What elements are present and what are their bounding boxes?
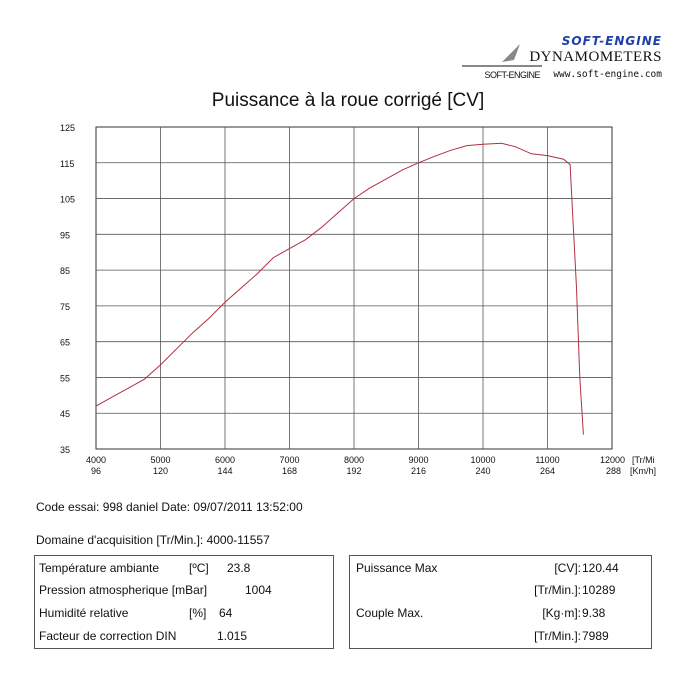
x-tick-label-secondary: 192 <box>346 466 361 476</box>
y-tick-label: 115 <box>60 159 74 169</box>
power-series-line <box>95 142 584 435</box>
acquisition-domain-line: Domaine d'acquisition [Tr/Min.]: 4000-11… <box>36 533 270 547</box>
x-tick-label: 9000 <box>408 455 428 465</box>
x-tick-label-secondary: 168 <box>282 466 297 476</box>
y-tick-label: 35 <box>60 445 70 455</box>
x-tick-label: 12000 <box>600 455 625 465</box>
x-tick-label-secondary: 264 <box>540 466 555 476</box>
y-tick-label: 105 <box>60 195 75 205</box>
brand-url: www.soft-engine.com <box>553 69 662 80</box>
max-power-rpm-unit: [Tr/Min.]: <box>534 583 581 597</box>
x-tick-label: 8000 <box>344 455 364 465</box>
temperature-value: 23.8 <box>227 561 251 575</box>
max-power-value: 120.44 <box>582 561 619 575</box>
x-unit-label-secondary: [Km/h] <box>630 466 656 476</box>
max-torque-value: 9.38 <box>582 606 606 620</box>
correction-value: 1.015 <box>217 629 248 643</box>
x-tick-label: 5000 <box>150 455 170 465</box>
max-torque-rpm-row: [Tr/Min.]: 7989 <box>350 626 651 646</box>
x-tick-label-secondary: 144 <box>217 466 232 476</box>
max-power-label: Puissance Max <box>356 561 438 575</box>
logo-swoosh-icon <box>462 44 542 67</box>
temperature-unit: [ºC] <box>189 561 209 575</box>
x-tick-label-secondary: 120 <box>153 466 168 476</box>
max-power-unit: [CV]: <box>554 561 581 575</box>
y-tick-label: 125 <box>60 123 75 133</box>
x-tick-label: 10000 <box>470 455 495 465</box>
brand-name: SOFT-ENGINE <box>561 34 662 48</box>
x-tick-label-secondary: 216 <box>411 466 426 476</box>
pressure-row: Pression atmospherique [mBar] 1004 <box>35 580 333 600</box>
results-box: Puissance Max [CV]: 120.44 [Tr/Min.]: 10… <box>349 555 652 649</box>
max-torque-rpm-value: 7989 <box>582 629 609 643</box>
y-tick-label: 95 <box>60 230 70 240</box>
pressure-value: 1004 <box>245 583 272 597</box>
correction-row: Facteur de correction DIN 1.015 <box>35 626 333 646</box>
max-power-rpm-row: [Tr/Min.]: 10289 <box>350 580 651 600</box>
max-power-row: Puissance Max [CV]: 120.44 <box>350 558 651 578</box>
max-torque-unit: [Kg·m]: <box>542 606 581 620</box>
x-tick-label: 4000 <box>86 455 106 465</box>
conditions-box: Température ambiante [ºC] 23.8 Pression … <box>34 555 334 649</box>
humidity-label: Humidité relative <box>39 606 129 620</box>
chart-title: Puissance à la roue corrigé [CV] <box>211 90 485 111</box>
x-tick-label: 11000 <box>535 455 559 465</box>
test-code-line: Code essai: 998 daniel Date: 09/07/2011 … <box>36 500 303 514</box>
humidity-unit: [%] <box>189 606 207 620</box>
correction-label: Facteur de correction DIN <box>39 629 177 643</box>
x-tick-label: 7000 <box>279 455 299 465</box>
max-torque-row: Couple Max. [Kg·m]: 9.38 <box>350 603 651 623</box>
temperature-row: Température ambiante [ºC] 23.8 <box>35 558 333 578</box>
y-tick-label: 85 <box>60 266 70 276</box>
brand-small: SOFT-ENGINE <box>484 70 540 80</box>
max-torque-rpm-unit: [Tr/Min.]: <box>534 629 581 643</box>
y-tick-label: 75 <box>60 302 70 312</box>
y-tick-label: 55 <box>60 373 70 383</box>
brand-logo: SOFT-ENGINE DYNAMOMETERS SOFT-ENGINE www… <box>462 34 662 84</box>
humidity-row: Humidité relative [%] 64 <box>35 603 333 623</box>
humidity-value: 64 <box>219 606 233 620</box>
brand-product: DYNAMOMETERS <box>529 49 662 65</box>
x-tick-label: 6000 <box>215 455 235 465</box>
temperature-label: Température ambiante <box>39 561 160 575</box>
max-torque-label: Couple Max. <box>356 606 424 620</box>
x-tick-label-secondary: 240 <box>475 466 490 476</box>
x-tick-label-secondary: 96 <box>91 466 101 476</box>
x-unit-label: [Tr/Mi <box>632 455 655 465</box>
pressure-label: Pression atmospherique [mBar] <box>39 583 208 597</box>
x-tick-label-secondary: 288 <box>606 466 621 476</box>
max-power-rpm-value: 10289 <box>582 583 616 597</box>
y-tick-label: 45 <box>60 409 70 419</box>
y-tick-label: 65 <box>60 338 70 348</box>
